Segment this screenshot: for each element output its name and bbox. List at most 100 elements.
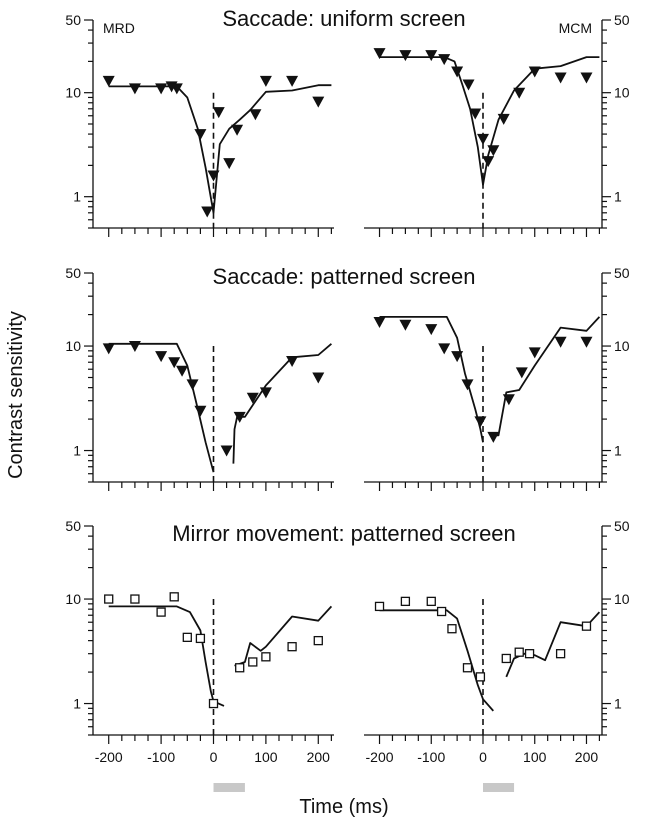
- y-tick-label: 1: [614, 189, 622, 205]
- panel-title: Mirror movement: patterned screen: [172, 521, 516, 546]
- data-point: [102, 343, 115, 355]
- data-point: [231, 124, 244, 136]
- x-tick-label: 100: [523, 749, 547, 765]
- data-point: [400, 596, 411, 607]
- data-point: [436, 606, 447, 617]
- model-curve: [108, 605, 225, 707]
- data-point: [207, 170, 220, 182]
- y-tick-label: 10: [65, 591, 81, 607]
- data-point: [201, 206, 214, 218]
- data-point: [176, 365, 189, 377]
- data-point: [462, 663, 473, 673]
- y-tick-label: 10: [65, 338, 81, 354]
- y-tick-label: 50: [614, 12, 630, 28]
- data-point: [580, 72, 593, 84]
- model-curve: [108, 84, 332, 214]
- data-point: [102, 75, 115, 87]
- data-point: [399, 319, 412, 331]
- saccade-duration-bar: [483, 783, 515, 792]
- data-point: [502, 394, 515, 406]
- data-point: [220, 445, 233, 457]
- data-point: [580, 336, 593, 348]
- data-point: [399, 50, 412, 62]
- data-point: [169, 592, 179, 602]
- y-axis-title: Contrast sensitivity: [5, 311, 27, 479]
- y-tick-label: 1: [614, 696, 622, 712]
- data-point: [447, 624, 457, 634]
- data-point: [312, 372, 325, 384]
- y-tick-label: 10: [614, 85, 630, 101]
- data-point: [475, 672, 486, 682]
- data-point: [313, 635, 323, 646]
- data-point: [223, 158, 236, 170]
- chart-panel: 1 10 50 MRD Saccade: uniform screen: [65, 6, 466, 237]
- data-point: [373, 316, 386, 328]
- x-tick-label: -200: [366, 749, 394, 765]
- data-point: [286, 75, 299, 87]
- data-point: [128, 83, 141, 95]
- y-tick-label: 1: [73, 189, 81, 205]
- panel-title: Saccade: uniform screen: [222, 6, 465, 31]
- data-point: [287, 642, 297, 652]
- model-curve: [379, 316, 484, 443]
- data-point: [438, 54, 451, 66]
- y-tick-label: 50: [614, 265, 630, 281]
- data-point: [487, 431, 500, 443]
- chart-panel: 1 10 50 -200 -100 0 100 200: [364, 518, 630, 792]
- data-point: [130, 594, 140, 604]
- model-curve: [379, 609, 494, 712]
- data-point: [373, 48, 386, 60]
- data-point: [186, 379, 199, 391]
- data-point: [438, 343, 451, 355]
- data-point: [514, 647, 524, 657]
- data-point: [477, 133, 489, 145]
- data-point: [469, 108, 482, 120]
- data-point: [249, 109, 262, 121]
- data-point: [461, 379, 474, 391]
- x-axis-title: Time (ms): [299, 796, 388, 818]
- data-point: [168, 357, 181, 369]
- data-point: [425, 324, 438, 336]
- data-point: [208, 698, 219, 709]
- data-point: [524, 649, 535, 659]
- data-point: [555, 649, 566, 659]
- chart-panel: 1 10 50 MCM: [364, 12, 630, 237]
- data-point: [474, 416, 487, 428]
- data-point: [528, 347, 541, 359]
- data-point: [235, 663, 245, 673]
- data-point: [212, 107, 225, 119]
- data-point: [259, 75, 272, 87]
- y-tick-label: 50: [65, 265, 81, 281]
- data-point: [104, 594, 114, 604]
- model-curve: [490, 316, 601, 437]
- data-point: [426, 596, 436, 607]
- x-tick-label: -200: [95, 749, 123, 765]
- data-point: [515, 367, 528, 379]
- data-point: [233, 411, 246, 423]
- saccade-duration-bar: [213, 783, 245, 792]
- chart-panel: 1 10 50 -200 -100 0 100 200 Mirror movement: pat…: [65, 518, 516, 792]
- y-tick-label: 10: [614, 338, 630, 354]
- y-tick-label: 50: [65, 12, 81, 28]
- data-point: [248, 657, 258, 667]
- data-point: [501, 653, 511, 664]
- data-point: [155, 351, 168, 363]
- data-point: [487, 145, 500, 157]
- data-point: [425, 50, 438, 62]
- data-point: [261, 652, 271, 662]
- data-point: [156, 607, 166, 617]
- data-point: [286, 355, 299, 367]
- data-point: [182, 632, 192, 642]
- subject-label: MCM: [559, 20, 592, 36]
- data-point: [451, 66, 464, 78]
- data-point: [170, 83, 183, 95]
- subject-label: MRD: [103, 20, 135, 36]
- data-point: [194, 405, 207, 417]
- data-point: [312, 96, 325, 108]
- y-tick-label: 10: [65, 85, 81, 101]
- chart-panel: 1 10 50 Saccade: patterned screen: [65, 264, 475, 491]
- y-tick-label: 10: [614, 591, 630, 607]
- data-point: [497, 113, 510, 125]
- model-curve: [232, 343, 332, 464]
- data-point: [128, 341, 141, 353]
